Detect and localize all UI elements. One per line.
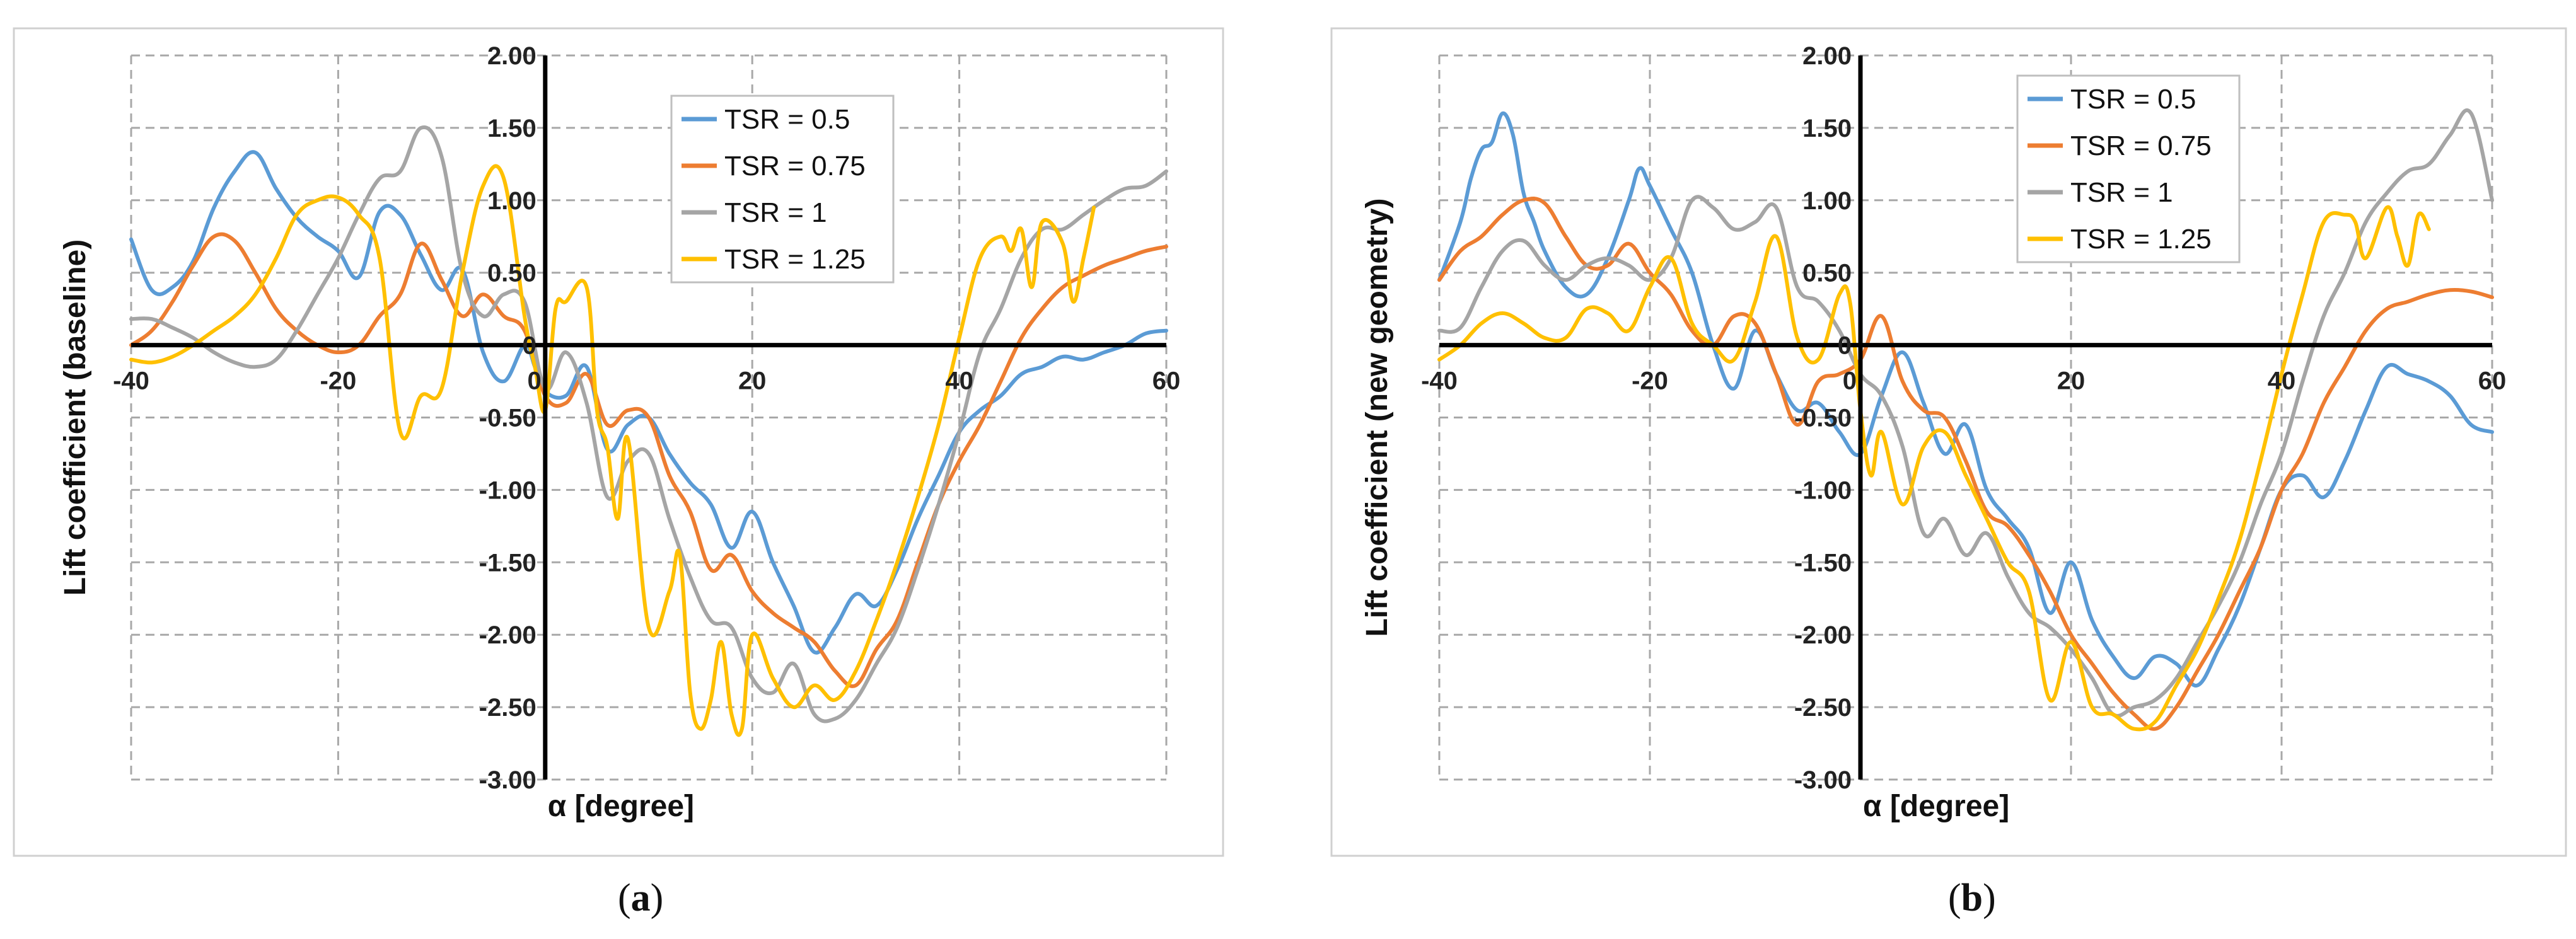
legend-entry: TSR = 1.25	[2070, 224, 2212, 255]
x-tick-label: 60	[2478, 367, 2507, 395]
x-tick-label: 60	[1152, 367, 1181, 395]
series-line-3	[1437, 205, 2431, 732]
y-tick-label: -1.00	[479, 476, 537, 504]
x-tick-label: 0	[1843, 367, 1857, 395]
series-line-0	[129, 150, 1168, 655]
series-line-1	[1437, 197, 2494, 731]
y-tick-label: 1.00	[1802, 187, 1852, 215]
panel-caption: (b)	[1948, 877, 1996, 919]
y-tick-label: -1.50	[1794, 549, 1852, 577]
legend-entry: TSR = 0.75	[2070, 130, 2212, 161]
panel-caption: (a)	[618, 877, 663, 919]
x-axis-label: α [degree]	[548, 790, 694, 823]
series-line-2	[1437, 108, 2494, 718]
y-tick-label: -2.50	[1794, 694, 1852, 722]
legend-entry: TSR = 1.25	[724, 244, 866, 275]
x-tick-label: 40	[945, 367, 973, 395]
y-tick-label: -2.00	[1794, 621, 1852, 649]
y-tick-label: -2.00	[479, 621, 537, 649]
legend-entry: TSR = 1	[2070, 177, 2173, 208]
chart-panel-a: 2.00 1.50 1.00 0.50 0 -0.50 -1.00 -1.50 -2.00 -2.…	[13, 27, 1224, 919]
legend-entry: TSR = 0.5	[2070, 84, 2196, 115]
y-tick-label: 2.00	[487, 42, 537, 70]
y-tick-label: -3.00	[479, 766, 537, 794]
series-line-1	[129, 232, 1168, 688]
x-tick-label: -40	[113, 367, 149, 395]
y-axis-label: Lift coefficient (new geometry)	[1361, 198, 1394, 637]
y-axis-label: Lift coefficient (baseline)	[59, 239, 92, 596]
y-tick-label: -3.00	[1794, 766, 1852, 794]
y-tick-label: 1.50	[1802, 115, 1852, 142]
y-tick-label: -2.50	[479, 694, 537, 722]
y-tick-label: -0.50	[1794, 405, 1852, 432]
legend-entry: TSR = 1	[724, 197, 827, 228]
x-tick-label: -40	[1421, 367, 1458, 395]
legend: TSR = 0.5 TSR = 0.75 TSR = 1 TSR = 1.25	[670, 95, 895, 284]
legend: TSR = 0.5 TSR = 0.75 TSR = 1 TSR = 1.25	[2016, 74, 2241, 263]
y-tick-label: 0.50	[1802, 260, 1852, 287]
legend-box	[2016, 74, 2241, 263]
x-tick-label: 0	[528, 367, 542, 395]
x-tick-label: 40	[2268, 367, 2296, 395]
y-tick-label: 0	[1838, 332, 1852, 360]
x-tick-label: -20	[320, 367, 356, 395]
y-tick-label: -0.50	[479, 405, 537, 432]
y-tick-label: 1.00	[487, 187, 537, 215]
x-tick-label: 20	[738, 367, 767, 395]
series-group	[129, 125, 1168, 737]
y-tick-label: 0.50	[487, 260, 537, 287]
legend-entry: TSR = 0.75	[724, 151, 866, 181]
y-tick-label: 1.50	[487, 115, 537, 142]
x-axis-label: α [degree]	[1863, 790, 2009, 823]
legend-entry: TSR = 0.5	[724, 104, 850, 135]
chart-frame	[1330, 27, 2567, 857]
y-tick-label: -1.00	[1794, 476, 1852, 504]
series-line-2	[129, 125, 1168, 723]
x-tick-label: 20	[2057, 367, 2086, 395]
y-tick-label: -1.50	[479, 549, 537, 577]
x-tick-label: -20	[1632, 367, 1668, 395]
series-group	[1437, 108, 2494, 732]
series-line-3	[129, 164, 1096, 737]
y-tick-label: 2.00	[1802, 42, 1852, 70]
chart-panel-b: 2.00 1.50 1.00 0.50 0 -0.50 -1.00 -1.50 -2.00 -2.…	[1330, 27, 2567, 919]
legend-box	[670, 95, 895, 284]
y-tick-label: 0	[523, 332, 537, 360]
